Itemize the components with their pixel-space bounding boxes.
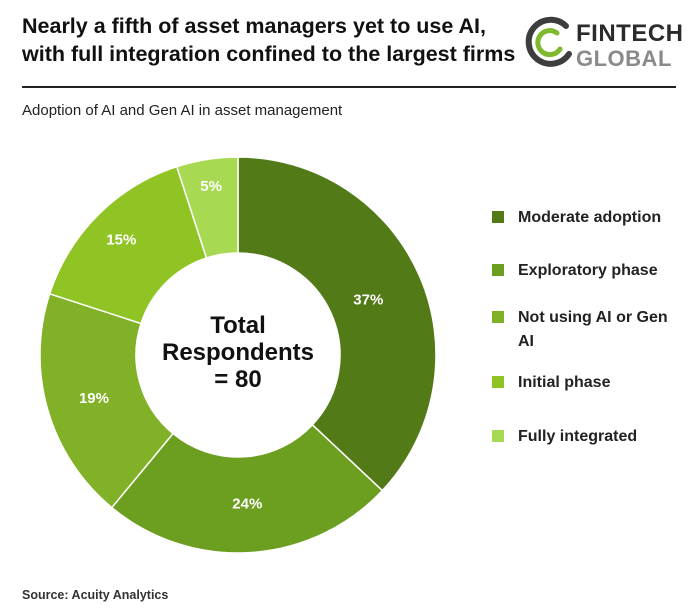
legend-swatch — [492, 430, 504, 442]
legend-label: Moderate adoption — [518, 209, 662, 226]
slice-label: 15% — [106, 231, 136, 248]
center-label-line: = 80 — [214, 366, 261, 393]
chart-subtitle: Adoption of AI and Gen AI in asset manag… — [22, 102, 343, 119]
fintech-global-logo: FINTECH GLOBAL — [522, 16, 684, 72]
legend-item: Initial phase — [492, 371, 686, 395]
center-label-line: Respondents — [162, 339, 314, 366]
logo-ring-icon — [525, 16, 572, 67]
donut-chart: 37% 24% 19% 15% 5% Total Respondents = 80 — [39, 156, 437, 554]
donut-slice-moderate-adoption — [237, 156, 437, 492]
legend-swatch — [492, 376, 504, 388]
slice-label: 5% — [200, 178, 222, 195]
title-line-1: Nearly a fifth of asset managers yet to … — [22, 14, 486, 38]
donut-slice-fully-integrated — [175, 156, 239, 259]
legend-swatch — [492, 211, 504, 223]
legend-swatch — [492, 311, 504, 323]
title-line-2: with full integration confined to the la… — [22, 42, 516, 66]
legend-label: Fully integrated — [518, 428, 638, 445]
legend-label: Initial phase — [518, 374, 611, 391]
logo-word-fintech: FINTECH — [576, 20, 684, 47]
donut-slice-not-using-ai-or-gen-ai — [39, 292, 175, 509]
center-label-line: Total — [210, 312, 266, 339]
legend-item: Exploratory phase — [492, 259, 686, 283]
legend-item: Not using AI or Gen AI — [492, 306, 686, 354]
legend-label: Not using AI or Gen AI — [518, 309, 668, 350]
slice-label: 24% — [232, 496, 262, 513]
legend-swatch — [492, 264, 504, 276]
slice-label: 37% — [353, 292, 383, 309]
slice-label: 19% — [79, 390, 109, 407]
logo-word-global: GLOBAL — [576, 46, 672, 71]
header-divider — [22, 86, 676, 88]
legend-item: Moderate adoption — [492, 206, 686, 230]
donut-center-label: Total Respondents = 80 — [162, 312, 314, 393]
source-note: Source: Acuity Analytics — [22, 588, 169, 602]
legend-item: Fully integrated — [492, 425, 686, 449]
donut-slice-exploratory-phase — [110, 423, 384, 554]
legend-label: Exploratory phase — [518, 262, 658, 279]
page-title: Nearly a fifth of asset managers yet to … — [22, 12, 522, 68]
